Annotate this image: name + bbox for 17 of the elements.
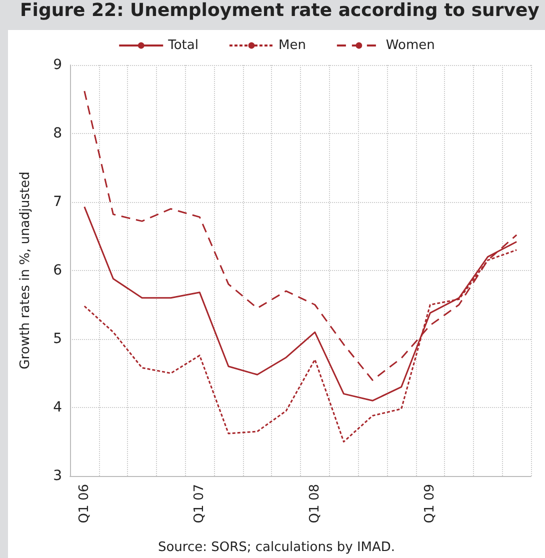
legend-label: Men — [278, 38, 306, 53]
source-note: Source: SORS; calculations by IMAD. — [158, 540, 396, 555]
x-tick-label: Q1 07 — [192, 484, 208, 524]
y-tick-label: 5 — [53, 331, 62, 347]
y-tick-label: 9 — [53, 57, 62, 73]
y-tick-label: 8 — [53, 126, 62, 142]
y-tick-label: 4 — [53, 400, 62, 416]
legend-label: Total — [167, 38, 198, 53]
chart-title: Figure 22: Unemployment rate according to survey — [20, 0, 540, 23]
x-tick-label: Q1 09 — [422, 484, 438, 524]
x-tick-label: Q1 06 — [76, 484, 92, 524]
legend-label: Women — [386, 38, 435, 53]
y-tick-label: 3 — [53, 468, 62, 484]
x-tick-label: Q1 08 — [307, 484, 322, 524]
y-tick-label: 6 — [53, 262, 62, 278]
y-tick-label: 7 — [53, 194, 62, 210]
y-axis-title: Growth rates in %, unadjusted — [18, 172, 33, 370]
